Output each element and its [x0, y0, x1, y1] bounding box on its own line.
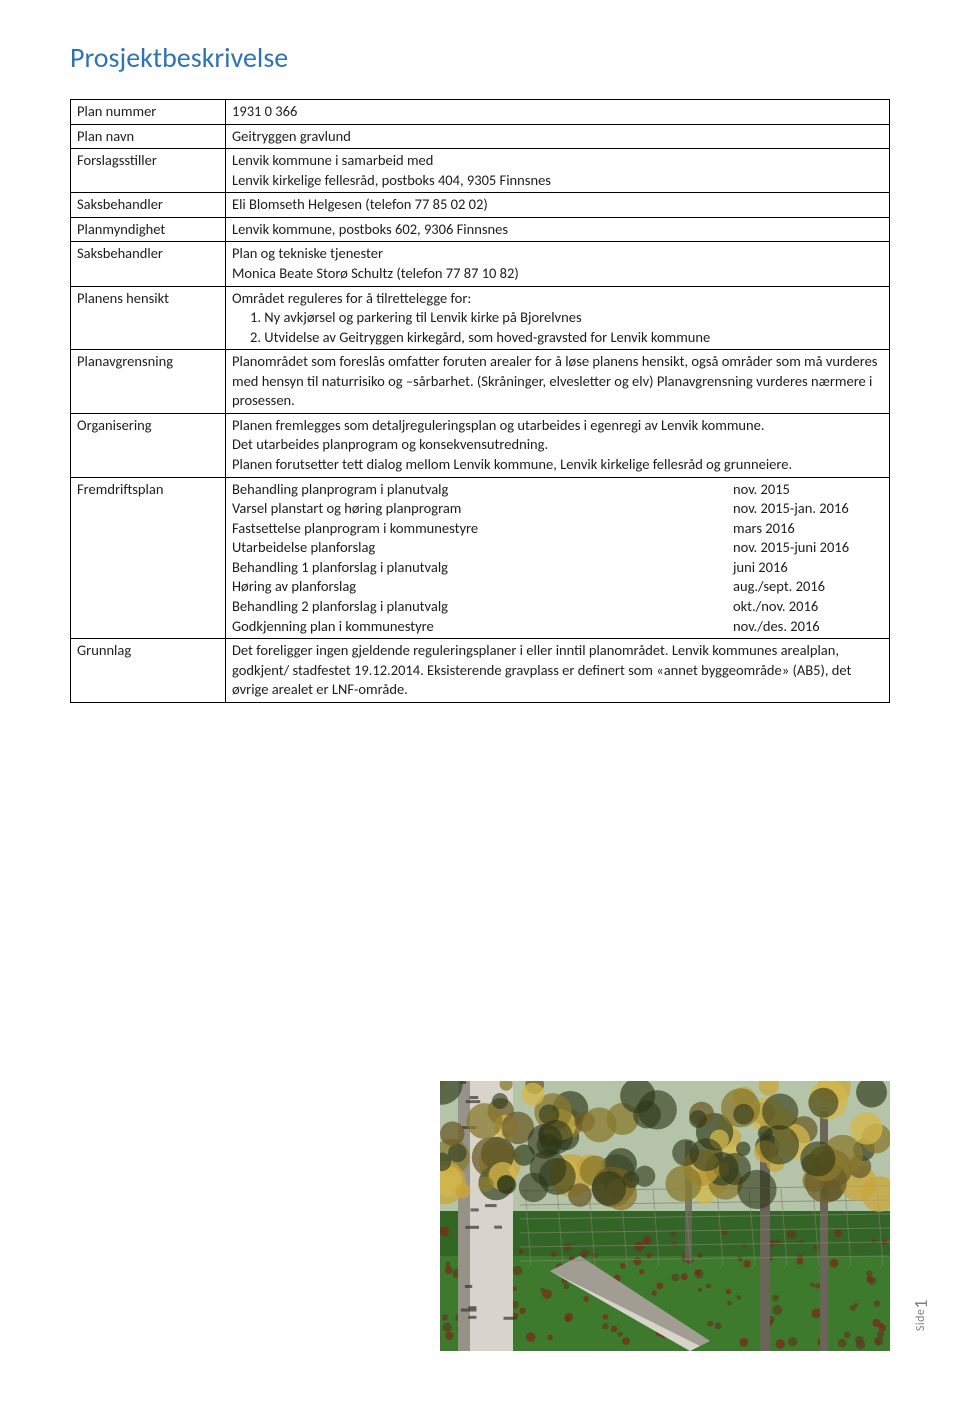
table-row: SaksbehandlerPlan og tekniske tjenesterM… — [71, 242, 890, 286]
page-title: Prosjektbeskrivelse — [70, 40, 890, 75]
value-line: Plan og tekniske tjenester — [232, 244, 883, 264]
table-row: FremdriftsplanBehandling planprogram i p… — [71, 477, 890, 639]
value-line: Monica Beate Storø Schultz (telefon 77 8… — [232, 264, 883, 284]
schedule-item-date: mars 2016 — [733, 519, 883, 539]
row-label: Forslagsstiller — [71, 149, 226, 193]
schedule-item-date: nov. 2015-juni 2016 — [733, 538, 883, 558]
row-value: 1931 0 366 — [226, 100, 890, 125]
row-label: Planavgrensning — [71, 350, 226, 414]
value-line: Det utarbeides planprogram og konsekvens… — [232, 435, 883, 455]
row-value: Plan og tekniske tjenesterMonica Beate S… — [226, 242, 890, 286]
table-row: Planmyndighet Lenvik kommune, postboks 60… — [71, 217, 890, 242]
schedule-item-label: Varsel planstart og høring planprogram — [232, 499, 733, 519]
schedule-item-label: Godkjenning plan i kommunestyre — [232, 617, 733, 637]
value-line: Lenvik kommune i samarbeid med — [232, 151, 883, 171]
row-value: Eli Blomseth Helgesen (telefon 77 85 02 … — [226, 193, 890, 218]
value-line: Eli Blomseth Helgesen (telefon 77 85 02 … — [232, 195, 883, 215]
schedule-item-label: Utarbeidelse planforslag — [232, 538, 733, 558]
value-line: Geitryggen gravlund — [232, 127, 883, 147]
schedule-item-label: Behandling 2 planforslag i planutvalg — [232, 597, 733, 617]
schedule-item-date: nov. 2015 — [733, 480, 883, 500]
schedule-item-label: Fastsettelse planprogram i kommunestyre — [232, 519, 733, 539]
row-label: Saksbehandler — [71, 193, 226, 218]
value-line: Lenvik kirkelige fellesråd, postboks 404… — [232, 171, 883, 191]
value-line: Planområdet som foreslås omfatter forute… — [232, 352, 883, 411]
row-label: Plan nummer — [71, 100, 226, 125]
value-line: Lenvik kommune, postboks 602, 9306 Finns… — [232, 220, 883, 240]
value-line: 1931 0 366 — [232, 102, 883, 122]
project-info-table: Plan nummer 1931 0 366 Plan navn Geitryggen… — [70, 99, 890, 703]
schedule-item-date: juni 2016 — [733, 558, 883, 578]
schedule-item-date: nov. 2015-jan. 2016 — [733, 499, 883, 519]
table-row: Planens hensikt Området reguleres for å t… — [71, 286, 890, 350]
table-row: Saksbehandler Eli Blomseth Helgesen (tele… — [71, 193, 890, 218]
schedule-item-date: nov./des. 2016 — [733, 617, 883, 637]
landscape-photo — [440, 1081, 890, 1351]
table-row: GrunnlagDet foreligger ingen gjeldende r… — [71, 639, 890, 703]
row-label: Organisering — [71, 413, 226, 477]
row-value: Planen fremlegges som detaljreguleringsp… — [226, 413, 890, 477]
schedule-item-label: Behandling planprogram i planutvalg — [232, 480, 733, 500]
row-value: Planområdet som foreslås omfatter forute… — [226, 350, 890, 414]
row-value: Det foreligger ingen gjeldende regulerin… — [226, 639, 890, 703]
table-row: Plan navn Geitryggen gravlund — [71, 124, 890, 149]
row-value: Lenvik kommune i samarbeid medLenvik kir… — [226, 149, 890, 193]
table-row: Organisering Planen fremlegges som detalj… — [71, 413, 890, 477]
table-row: PlanavgrensningPlanområdet som foreslås … — [71, 350, 890, 414]
schedule-item-date: okt./nov. 2016 — [733, 597, 883, 617]
page-number-value: 1 — [910, 1299, 932, 1309]
row-label: Planens hensikt — [71, 286, 226, 350]
row-value: Behandling planprogram i planutvalgnov. … — [226, 477, 890, 639]
row-value: Geitryggen gravlund — [226, 124, 890, 149]
row-label: Plan navn — [71, 124, 226, 149]
row-value: Området reguleres for å tilrettelegge fo… — [226, 286, 890, 350]
page-number: Side1 — [910, 1299, 932, 1331]
value-line: Planen fremlegges som detaljreguleringsp… — [232, 416, 883, 436]
page-number-label: Side — [914, 1308, 928, 1331]
row-label: Fremdriftsplan — [71, 477, 226, 639]
list-intro: Området reguleres for å tilrettelegge fo… — [232, 289, 883, 309]
row-label: Saksbehandler — [71, 242, 226, 286]
row-value: Lenvik kommune, postboks 602, 9306 Finns… — [226, 217, 890, 242]
table-row: ForslagsstillerLenvik kommune i samarbei… — [71, 149, 890, 193]
schedule-item-label: Behandling 1 planforslag i planutvalg — [232, 558, 733, 578]
list-item: Utvidelse av Geitryggen kirkegård, som h… — [250, 328, 883, 348]
schedule-item-date: aug./sept. 2016 — [733, 577, 883, 597]
value-line: Det foreligger ingen gjeldende regulerin… — [232, 641, 883, 700]
row-label: Planmyndighet — [71, 217, 226, 242]
table-row: Plan nummer 1931 0 366 — [71, 100, 890, 125]
value-line: Planen forutsetter tett dialog mellom Le… — [232, 455, 883, 475]
row-label: Grunnlag — [71, 639, 226, 703]
list-item: Ny avkjørsel og parkering til Lenvik kir… — [250, 308, 883, 328]
schedule-item-label: Høring av planforslag — [232, 577, 733, 597]
